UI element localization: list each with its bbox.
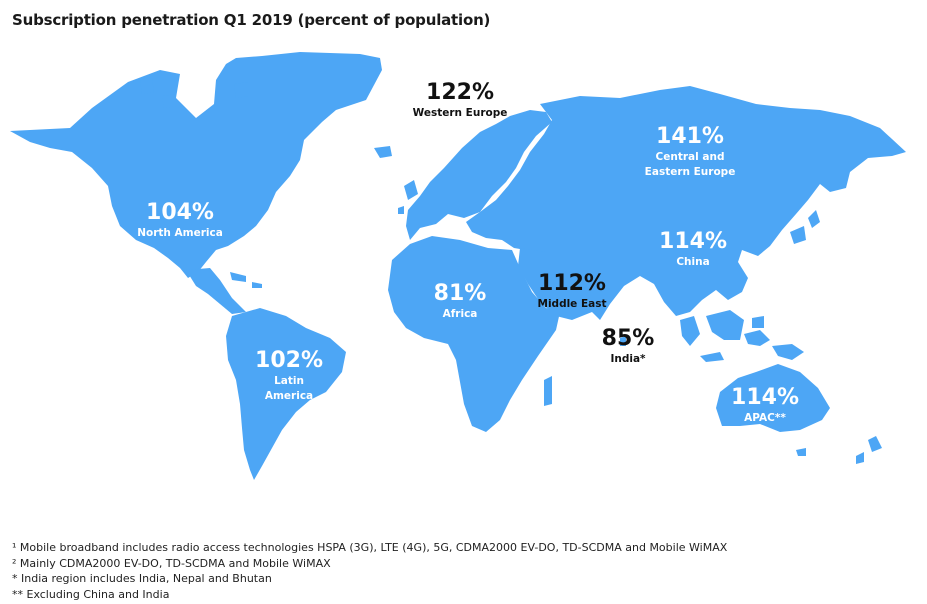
land-sri-lanka xyxy=(620,336,626,346)
region-latin-america: 102% Latin America xyxy=(255,348,323,404)
africa-value: 81% xyxy=(433,281,487,306)
chart-title: Subscription penetration Q1 2019 (percen… xyxy=(12,11,491,29)
land-arabia xyxy=(518,248,600,320)
india-label: India* xyxy=(610,353,646,365)
land-south-america xyxy=(226,308,346,480)
footnote-3: * India region includes India, Nepal and… xyxy=(12,572,272,585)
footnote-1: ¹ Mobile broadband includes radio access… xyxy=(12,541,728,554)
land-asia xyxy=(466,86,906,320)
latin-america-label-line2: America xyxy=(264,390,314,402)
region-africa: 81% Africa xyxy=(434,281,487,322)
central-eastern-europe-label-line2: Eastern Europe xyxy=(644,166,736,178)
western-europe-value: 122% xyxy=(426,80,494,105)
region-central-eastern-europe: 141% Central and Eastern Europe xyxy=(645,124,736,180)
middle-east-value: 112% xyxy=(538,271,606,296)
region-china: 114% China xyxy=(659,229,727,270)
land-central-america xyxy=(186,268,246,314)
land-new-zealand xyxy=(796,436,882,464)
region-india: 85% India* xyxy=(602,326,655,367)
china-value: 114% xyxy=(659,229,727,254)
land-iceland xyxy=(374,146,392,158)
footnotes: ¹ Mobile broadband includes radio access… xyxy=(12,540,727,602)
north-america-label: North America xyxy=(137,227,223,239)
apac-value: 114% xyxy=(731,385,799,410)
footnote-4: ** Excluding China and India xyxy=(12,587,170,601)
land-uk xyxy=(398,180,418,214)
footnote-2: ² Mainly CDMA2000 EV-DO, TD-SCDMA and Mo… xyxy=(12,556,331,570)
land-europe xyxy=(406,110,552,240)
western-europe-label: Western Europe xyxy=(412,107,508,119)
central-eastern-europe-label-line1: Central and xyxy=(655,151,725,163)
land-caribbean xyxy=(230,272,262,288)
region-north-america: 104% North America xyxy=(137,200,223,241)
africa-label: Africa xyxy=(442,308,478,320)
land-japan xyxy=(790,210,820,244)
land-papua xyxy=(772,344,804,360)
region-western-europe: 122% Western Europe xyxy=(413,80,508,121)
land-se-asia xyxy=(680,310,770,362)
middle-east-label: Middle East xyxy=(537,298,607,310)
land-madagascar xyxy=(544,376,552,406)
region-apac: 114% APAC** xyxy=(731,385,799,426)
land-north-america xyxy=(10,52,382,278)
central-eastern-europe-value: 141% xyxy=(656,124,724,149)
region-middle-east: 112% Middle East xyxy=(538,271,607,312)
land-africa xyxy=(388,236,560,432)
latin-america-value: 102% xyxy=(255,348,323,373)
china-label: China xyxy=(676,256,710,268)
apac-label: APAC** xyxy=(744,412,786,424)
india-value: 85% xyxy=(601,326,655,351)
land-australia xyxy=(716,364,830,432)
land-arctic-islands xyxy=(140,78,248,108)
latin-america-label-line1: Latin xyxy=(274,375,304,387)
north-america-value: 104% xyxy=(146,200,214,225)
